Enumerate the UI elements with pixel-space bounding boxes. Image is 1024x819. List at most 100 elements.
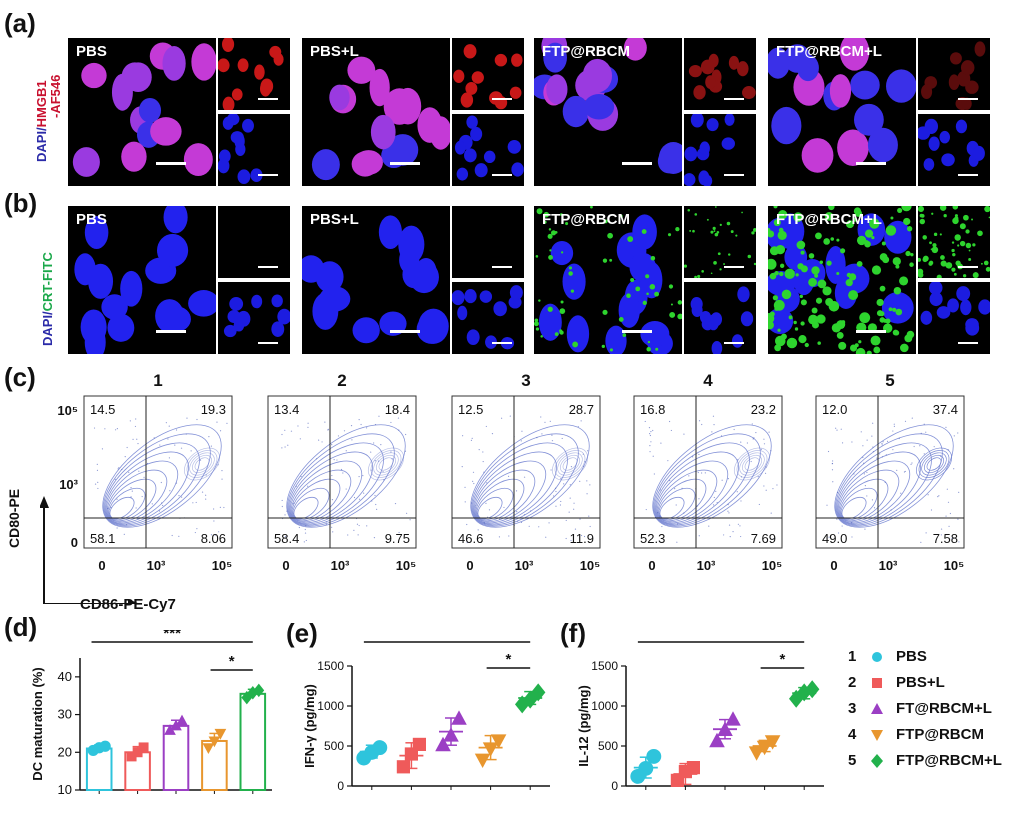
inset-nucleus: [509, 285, 523, 301]
flow-quadrant-ul: 12.0: [822, 402, 847, 417]
flow-event: [723, 534, 725, 536]
flow-event: [398, 531, 400, 534]
flow-event: [353, 496, 356, 499]
flow-event: [284, 514, 286, 516]
flow-event: [284, 429, 286, 431]
inset-crt-signal: [719, 223, 722, 226]
crt-signal: [897, 207, 903, 213]
flow-event: [872, 451, 875, 453]
flow-event: [565, 519, 567, 522]
micro-b-3-inset-bottom: [684, 282, 756, 354]
flow-contour: [652, 424, 772, 528]
inset-nucleus: [687, 206, 698, 221]
crt-signal: [560, 213, 563, 216]
inset-crt-signal: [952, 252, 956, 257]
flow-plot-frame: [267, 395, 417, 549]
inset-nucleus: [454, 140, 466, 155]
micro-a-2-inset-top: [452, 38, 524, 110]
flow-event: [925, 532, 927, 534]
crt-signal: [536, 208, 543, 215]
data-point: [748, 746, 765, 761]
flow-contour: [291, 478, 341, 522]
inset-crt-signal: [983, 260, 989, 266]
inset-nucleus: [956, 286, 971, 302]
flow-xtick: 10³: [697, 558, 716, 573]
flow-event: [873, 507, 876, 509]
crt-signal: [836, 238, 840, 242]
crt-signal: [534, 321, 539, 327]
nucleus: [124, 62, 152, 92]
crt-signal: [670, 303, 673, 306]
flow-contour: [923, 454, 945, 474]
flow-event: [652, 455, 654, 457]
flow-event: [568, 511, 570, 513]
crt-signal: [885, 318, 891, 324]
inset-crt-signal: [692, 229, 695, 233]
flow-event: [365, 427, 368, 429]
flow-event: [712, 504, 715, 506]
crt-signal: [788, 340, 792, 345]
crt-signal: [876, 310, 884, 317]
flow-event: [770, 512, 772, 514]
flow-event: [221, 470, 223, 472]
flow-event: [645, 508, 647, 511]
flow-event: [151, 503, 153, 505]
flow-event: [175, 429, 178, 431]
crt-signal: [817, 279, 827, 289]
crt-signal: [550, 230, 557, 236]
inset-crt-signal: [714, 232, 719, 237]
crt-signal: [602, 309, 608, 315]
flow-event: [373, 442, 375, 444]
flow-quadrant-ll: 49.0: [822, 531, 847, 546]
flow-event: [866, 439, 868, 441]
flow-event: [194, 531, 196, 534]
inset-nucleus: [457, 305, 468, 321]
inset-crt-signal: [984, 206, 990, 213]
flow-event: [586, 480, 588, 482]
inset-nucleus: [221, 38, 235, 52]
flow-event: [677, 523, 679, 525]
inset-nucleus: [737, 61, 749, 77]
flow-event: [307, 426, 309, 428]
nucleus: [884, 220, 912, 254]
flow-event: [295, 485, 297, 487]
crt-signal: [817, 341, 821, 345]
data-point: [208, 736, 221, 748]
flow-event: [574, 528, 577, 530]
inset-nucleus: [693, 85, 706, 100]
flow-event: [560, 500, 562, 503]
flow-event: [358, 419, 360, 421]
y-tick-label: 1500: [317, 659, 344, 673]
flow-event: [644, 420, 646, 423]
flow-event: [711, 431, 713, 433]
crt-signal: [675, 227, 680, 232]
flow-event: [579, 518, 581, 520]
panel-letter-b: (b): [4, 188, 38, 218]
flow-event: [205, 494, 207, 496]
flow-event: [650, 431, 652, 433]
inset-nucleus: [928, 282, 943, 295]
flow-plot-frame: [815, 395, 965, 549]
flow-event: [178, 535, 180, 537]
flow-event: [370, 469, 372, 471]
nucleus: [88, 263, 114, 299]
flow-quadrant-ur: 18.4: [385, 402, 410, 417]
flow-event: [117, 468, 119, 470]
flow-event: [953, 468, 955, 470]
flow-event: [405, 433, 407, 436]
nucleus: [867, 127, 898, 163]
nucleus: [155, 299, 184, 333]
flow-event: [913, 445, 915, 448]
crt-signal: [814, 273, 819, 278]
crt-signal: [900, 343, 909, 353]
inset-crt-signal: [972, 272, 979, 278]
flow-event: [195, 501, 197, 504]
flow-event: [216, 421, 218, 423]
inset-scale-bar: [958, 174, 978, 176]
flow-ytick: 0: [71, 535, 78, 550]
flow-contour: [292, 487, 330, 521]
crt-signal: [649, 284, 656, 290]
flow-event: [351, 439, 353, 441]
flow-event: [760, 448, 762, 450]
flow-event: [540, 416, 542, 418]
